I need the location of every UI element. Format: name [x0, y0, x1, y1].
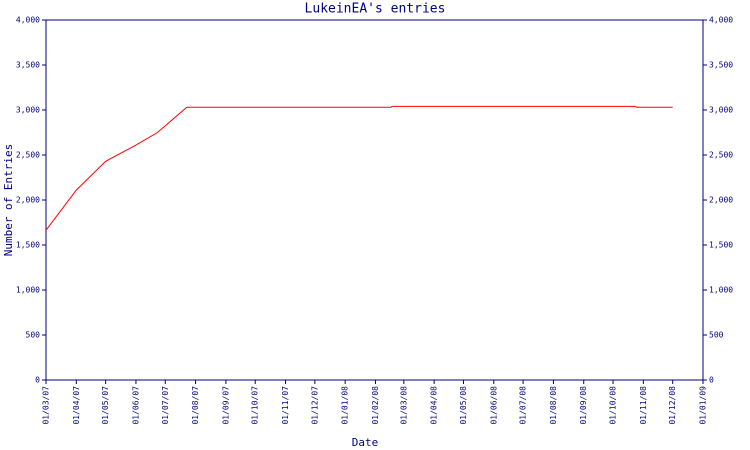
y2-tick-label: 3,000: [709, 106, 733, 115]
x-tick-label: 01/08/08: [549, 386, 558, 425]
x-tick-label: 01/11/08: [639, 386, 648, 425]
x-tick-label: 01/04/07: [72, 386, 81, 425]
y-tick-label: 0: [35, 376, 40, 385]
y2-tick-label: 1,000: [709, 286, 733, 295]
x-tick-label: 01/01/09: [699, 386, 708, 425]
x-axis-label: Date: [352, 436, 379, 449]
y2-tick-label: 0: [709, 376, 714, 385]
x-tick-label: 01/03/08: [399, 386, 408, 425]
x-tick-label: 01/10/08: [609, 386, 618, 425]
x-tick-label: 01/06/08: [489, 386, 498, 425]
x-tick-label: 01/07/08: [519, 386, 528, 425]
x-tick-label: 01/08/07: [191, 386, 200, 425]
y2-tick-label: 500: [709, 331, 724, 340]
y2-tick-label: 1,500: [709, 241, 733, 250]
y-tick-label: 2,500: [16, 151, 40, 160]
x-tick-label: 01/05/07: [101, 386, 110, 425]
y2-tick-label: 4,000: [709, 16, 733, 25]
y2-tick-label: 2,000: [709, 196, 733, 205]
y-tick-label: 3,000: [16, 106, 40, 115]
y2-tick-label: 2,500: [709, 151, 733, 160]
x-tick-label: 01/06/07: [131, 386, 140, 425]
y-tick-label: 2,000: [16, 196, 40, 205]
x-tick-label: 01/10/07: [251, 386, 260, 425]
x-tick-label: 01/09/07: [221, 386, 230, 425]
x-tick-label: 01/12/08: [668, 386, 677, 425]
x-tick-label: 01/03/07: [42, 386, 51, 425]
x-tick-label: 01/02/08: [371, 386, 380, 425]
x-tick-label: 01/04/08: [430, 386, 439, 425]
y2-tick-label: 3,500: [709, 61, 733, 70]
x-tick-label: 01/01/08: [341, 386, 350, 425]
data-line: [45, 105, 673, 231]
y-axis-label: Number of Entries: [2, 144, 15, 257]
y-tick-label: 3,500: [16, 61, 40, 70]
x-tick-label: 01/11/07: [281, 386, 290, 425]
y-tick-label: 4,000: [16, 16, 40, 25]
x-tick-label: 01/12/07: [310, 386, 319, 425]
y-tick-label: 1,500: [16, 241, 40, 250]
x-tick-label: 01/07/07: [161, 386, 170, 425]
x-tick-label: 01/05/08: [459, 386, 468, 425]
chart-title: LukeinEA's entries: [305, 2, 446, 17]
x-tick-label: 01/09/08: [579, 386, 588, 425]
y-tick-label: 1,000: [16, 286, 40, 295]
y-tick-label: 500: [26, 331, 41, 340]
